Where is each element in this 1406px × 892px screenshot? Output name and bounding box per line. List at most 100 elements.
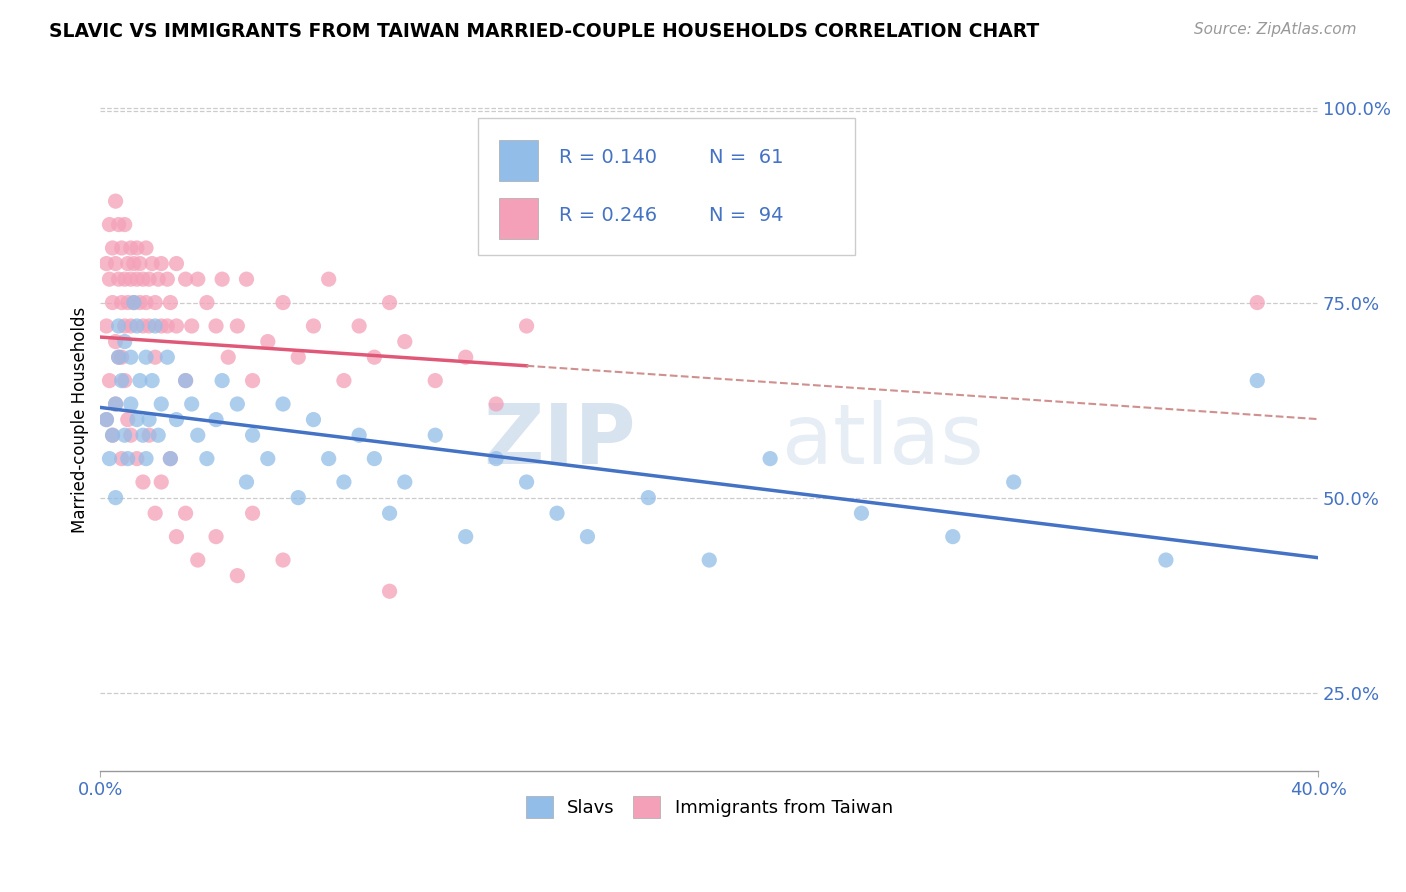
Point <box>242 428 264 442</box>
Point <box>132 272 155 286</box>
Point <box>122 295 145 310</box>
Point <box>132 428 155 442</box>
Point <box>516 318 538 333</box>
Point <box>156 318 179 333</box>
Point <box>205 412 228 426</box>
Legend: Slavs, Immigrants from Taiwan: Slavs, Immigrants from Taiwan <box>519 789 900 825</box>
Point <box>159 451 181 466</box>
Point <box>114 374 136 388</box>
Point <box>111 451 134 466</box>
Point <box>174 506 197 520</box>
Point <box>211 272 233 286</box>
Point <box>117 295 139 310</box>
Point <box>394 475 416 489</box>
Point <box>117 451 139 466</box>
Point <box>1002 475 1025 489</box>
Point <box>98 272 121 286</box>
Point <box>141 256 163 270</box>
Point <box>111 295 134 310</box>
Point <box>174 374 197 388</box>
Point <box>143 506 166 520</box>
Point <box>125 451 148 466</box>
Point <box>242 374 264 388</box>
Point <box>187 553 209 567</box>
Point <box>111 374 134 388</box>
Point <box>485 397 508 411</box>
Point <box>187 272 209 286</box>
Point <box>98 451 121 466</box>
Point <box>242 506 264 520</box>
Point <box>135 241 157 255</box>
Point <box>1246 374 1268 388</box>
Point <box>125 241 148 255</box>
Point <box>347 428 370 442</box>
Point <box>120 397 142 411</box>
Point <box>271 397 294 411</box>
Point <box>256 451 278 466</box>
Point <box>148 272 170 286</box>
Point <box>159 295 181 310</box>
Point <box>104 397 127 411</box>
Point <box>211 374 233 388</box>
Point <box>485 451 508 466</box>
Point <box>129 295 152 310</box>
Point <box>107 318 129 333</box>
Point <box>378 295 401 310</box>
FancyBboxPatch shape <box>478 118 855 254</box>
Point <box>1246 295 1268 310</box>
Point <box>235 272 257 286</box>
Point <box>120 318 142 333</box>
Point <box>454 530 477 544</box>
Point <box>143 318 166 333</box>
Point <box>166 256 188 270</box>
Bar <box>499 198 537 239</box>
Point <box>150 475 173 489</box>
Point <box>138 318 160 333</box>
Text: ZIP: ZIP <box>484 401 636 481</box>
Text: N =  94: N = 94 <box>709 206 783 226</box>
Point <box>150 256 173 270</box>
Point <box>378 506 401 520</box>
Point <box>287 350 309 364</box>
Point <box>363 350 385 364</box>
Point <box>195 451 218 466</box>
Point <box>166 318 188 333</box>
Point <box>256 334 278 349</box>
Text: R = 0.246: R = 0.246 <box>560 206 658 226</box>
Point <box>333 475 356 489</box>
Point <box>217 350 239 364</box>
Point <box>287 491 309 505</box>
Point <box>96 412 118 426</box>
Point <box>135 451 157 466</box>
Point <box>107 350 129 364</box>
Point <box>166 412 188 426</box>
Point <box>96 412 118 426</box>
Text: N =  61: N = 61 <box>709 148 783 167</box>
Point <box>226 318 249 333</box>
Point <box>114 428 136 442</box>
Point <box>363 451 385 466</box>
Point <box>132 475 155 489</box>
Point <box>302 318 325 333</box>
Point <box>180 397 202 411</box>
Point <box>637 491 659 505</box>
Point <box>125 318 148 333</box>
Point <box>111 350 134 364</box>
Point <box>122 295 145 310</box>
Point <box>98 374 121 388</box>
Point <box>187 428 209 442</box>
Point <box>107 218 129 232</box>
Point <box>425 374 447 388</box>
Point <box>107 350 129 364</box>
Point <box>104 194 127 209</box>
Point <box>697 553 720 567</box>
Point <box>114 218 136 232</box>
Point <box>516 475 538 489</box>
Point <box>111 241 134 255</box>
Point <box>143 350 166 364</box>
Point <box>107 272 129 286</box>
Point <box>120 241 142 255</box>
Text: SLAVIC VS IMMIGRANTS FROM TAIWAN MARRIED-COUPLE HOUSEHOLDS CORRELATION CHART: SLAVIC VS IMMIGRANTS FROM TAIWAN MARRIED… <box>49 22 1039 41</box>
Point <box>117 412 139 426</box>
Point <box>138 428 160 442</box>
